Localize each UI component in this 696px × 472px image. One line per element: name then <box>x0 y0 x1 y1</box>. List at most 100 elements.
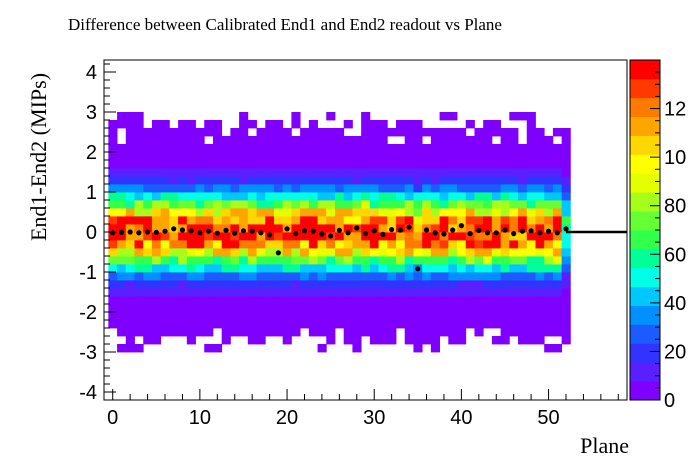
heatmap-cell <box>387 184 397 193</box>
heatmap-cell <box>317 224 327 233</box>
heatmap-cell <box>439 224 449 233</box>
heatmap-cell <box>535 240 545 249</box>
heatmap-cell <box>160 232 170 241</box>
heatmap-cell <box>422 128 432 137</box>
heatmap-cell <box>396 232 406 241</box>
heatmap-cell <box>247 288 257 297</box>
heatmap-cell <box>378 200 388 209</box>
heatmap-cell <box>396 288 406 297</box>
heatmap-cell <box>117 344 127 353</box>
profile-point <box>336 227 342 233</box>
heatmap-cell <box>317 184 327 193</box>
heatmap-cell <box>413 144 423 153</box>
heatmap-cell <box>247 240 257 249</box>
heatmap-cell <box>422 168 432 177</box>
heatmap-cell <box>265 192 275 201</box>
heatmap-cell <box>160 304 170 313</box>
heatmap-cell <box>256 336 266 345</box>
heatmap-cell <box>430 280 440 289</box>
heatmap-cell <box>230 288 240 297</box>
heatmap-cell <box>457 184 467 193</box>
heatmap-cell <box>387 272 397 281</box>
heatmap-cell <box>526 248 536 257</box>
heatmap-cell <box>413 224 423 233</box>
heatmap-cell <box>552 328 563 337</box>
heatmap-cell <box>413 248 423 257</box>
heatmap-cell <box>422 336 432 345</box>
heatmap-cell <box>561 264 571 273</box>
heatmap-cell <box>422 144 432 153</box>
heatmap-cell <box>291 144 301 153</box>
heatmap-cell <box>378 256 388 265</box>
x-tick-label: 30 <box>363 407 385 429</box>
heatmap-cell <box>108 208 118 217</box>
heatmap-cell <box>396 184 406 193</box>
heatmap-cell <box>160 200 170 209</box>
heatmap-cell <box>230 248 240 257</box>
heatmap-cell <box>378 128 388 137</box>
heatmap-cell <box>300 176 310 185</box>
heatmap-cell <box>422 184 432 193</box>
heatmap-cell <box>178 160 188 169</box>
heatmap-cell <box>300 168 310 177</box>
heatmap-cell <box>561 208 571 217</box>
heatmap-cell <box>483 280 493 289</box>
heatmap-cell <box>273 192 284 201</box>
heatmap-cell <box>326 280 336 289</box>
heatmap-cell <box>239 304 249 313</box>
heatmap-cell <box>178 304 188 313</box>
heatmap-cell <box>404 256 414 265</box>
heatmap-cell <box>474 176 484 185</box>
heatmap-cell <box>125 296 135 305</box>
profile-point <box>240 228 247 234</box>
heatmap-cell <box>552 232 563 241</box>
heatmap-cell <box>448 312 458 321</box>
heatmap-cell <box>239 136 249 145</box>
profile-point <box>293 231 299 237</box>
heatmap-cell <box>160 328 170 337</box>
heatmap-cell <box>300 280 310 289</box>
heatmap-cell <box>247 176 257 185</box>
heatmap-cell <box>439 328 449 337</box>
heatmap-cell <box>265 328 275 337</box>
heatmap-cell <box>361 248 371 257</box>
heatmap-cell <box>457 312 467 321</box>
heatmap-cell <box>195 272 205 281</box>
heatmap-cell <box>300 192 310 201</box>
heatmap-cell <box>369 288 379 297</box>
heatmap-cell <box>448 128 458 137</box>
heatmap-cell <box>282 248 292 257</box>
heatmap-cell <box>387 240 397 249</box>
heatmap-cell <box>404 280 414 289</box>
heatmap-cell <box>457 256 467 265</box>
heatmap-cell <box>239 168 249 177</box>
heatmap-cell <box>221 176 231 185</box>
heatmap-cell <box>387 208 397 217</box>
heatmap-cell <box>143 296 153 305</box>
heatmap-cell <box>169 280 179 289</box>
heatmap-cell <box>117 152 127 161</box>
heatmap-cell <box>230 224 240 233</box>
heatmap-cell <box>221 328 231 337</box>
x-tick-label: 20 <box>276 407 298 429</box>
heatmap-cell <box>352 264 362 273</box>
heatmap-cell <box>535 184 545 193</box>
heatmap-cell <box>465 152 475 161</box>
heatmap-cell <box>361 312 371 321</box>
heatmap-cell <box>160 296 170 305</box>
heatmap-cell <box>300 216 310 225</box>
profile-point <box>511 231 517 237</box>
heatmap-cell <box>282 144 292 153</box>
heatmap-cell <box>430 264 440 273</box>
heatmap-cell <box>369 184 379 193</box>
heatmap-cell <box>134 168 144 177</box>
heatmap-cell <box>195 232 205 241</box>
heatmap-cell <box>552 296 563 305</box>
heatmap-cell <box>509 272 519 281</box>
heatmap-cell <box>561 144 571 153</box>
heatmap-cell <box>221 192 231 201</box>
heatmap-cell <box>396 296 406 305</box>
heatmap-cell <box>308 144 318 153</box>
heatmap-cell <box>117 144 127 153</box>
heatmap-cell <box>265 256 275 265</box>
